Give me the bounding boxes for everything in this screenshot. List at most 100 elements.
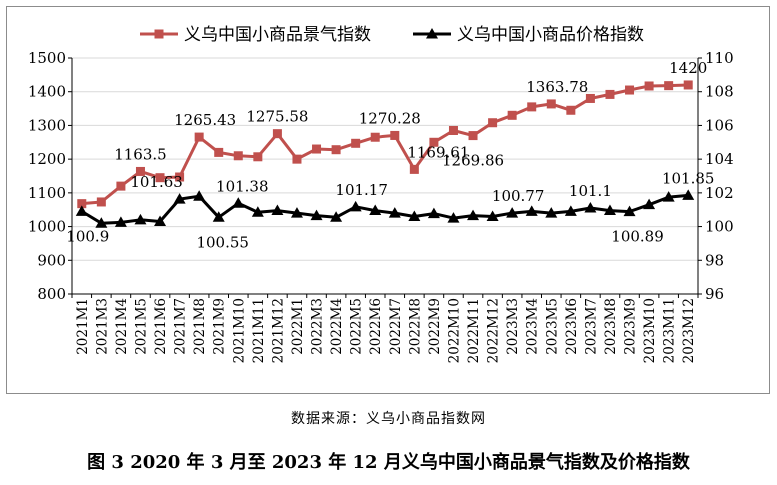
series-1-point: [272, 129, 282, 139]
data-label: 100.55: [196, 233, 249, 251]
legend-marker-triangle: [426, 28, 438, 39]
series-1-point: [96, 197, 106, 207]
legend-label: 义乌中国小商品景气指数: [184, 25, 371, 45]
series-1-point: [488, 118, 498, 128]
x-tick-label: 2021M4: [114, 298, 130, 355]
series-1-point: [253, 152, 263, 162]
series-2-point: [290, 207, 303, 218]
series-2-point: [506, 207, 519, 218]
chart-frame: 800 900 1000 1100 1200 1300 1400 1500 96 98 100 102…: [6, 6, 770, 394]
series-2-point: [662, 191, 675, 202]
series-2-point: [584, 202, 597, 213]
data-label: 1270.28: [359, 109, 421, 127]
series-2-point: [193, 190, 206, 201]
x-tick-label: 2023M10: [642, 298, 658, 363]
series-1-point: [468, 131, 478, 141]
series-2-point: [603, 204, 616, 216]
series-2-point: [310, 209, 323, 221]
x-tick-label: 2023M7: [583, 298, 599, 355]
series-1-point: [175, 172, 185, 182]
series-2-point: [623, 205, 636, 217]
series-1-point: [527, 102, 537, 112]
y-left-tick-label: 1400: [28, 83, 66, 101]
series-1-point: [683, 80, 693, 90]
x-tick-label: 2022M11: [466, 298, 482, 363]
figure-caption: 图 3 2020 年 3 月至 2023 年 12 月义乌中国小商品景气指数及价…: [87, 452, 690, 473]
series-1-point: [331, 145, 341, 155]
x-tick-label: 2022M1: [290, 298, 306, 355]
data-label: 101.17: [335, 181, 388, 199]
y-right-tick-label: 96: [705, 285, 724, 303]
series-2-point: [349, 200, 362, 212]
data-label: 1275.58: [246, 108, 308, 126]
series-2-point: [95, 217, 108, 228]
series-1-point: [155, 173, 165, 183]
y-left-tick-label: 1500: [28, 49, 66, 67]
y-right-tick-label: 106: [705, 116, 734, 134]
y-right-tick-label: 102: [705, 184, 734, 202]
series-1-point: [566, 105, 576, 115]
data-label: 101.63: [130, 173, 183, 191]
x-tick-label: 2021M1: [75, 298, 91, 355]
series-1-point: [135, 166, 145, 176]
x-tick-label: 2021M11: [251, 298, 267, 363]
x-tick-label: 2022M9: [427, 298, 443, 355]
series-1-point: [370, 132, 380, 142]
series-2-point: [427, 207, 440, 219]
series-1-point: [409, 164, 419, 174]
series-1-point: [312, 144, 322, 154]
series-2-point: [564, 205, 577, 216]
x-tick-label: 2021M5: [133, 298, 149, 355]
series-1-point: [546, 99, 556, 109]
y-right-tick-label: 100: [705, 218, 734, 236]
x-tick-label: 2023M12: [681, 298, 697, 363]
data-label: 1420: [669, 59, 707, 77]
series-1-point: [429, 137, 439, 147]
series-2-point: [271, 204, 284, 216]
x-tick-label: 2023M8: [603, 298, 619, 355]
x-tick-label: 2022M7: [388, 298, 404, 355]
x-tick-label: 2021M12: [270, 298, 286, 363]
x-tick-label: 2023M9: [623, 298, 639, 355]
series-1-point: [77, 199, 87, 209]
series-1-point: [390, 130, 400, 140]
x-tick-label: 2023M11: [662, 298, 678, 363]
y-left-tick-label: 1100: [28, 184, 66, 202]
series-2-point: [75, 205, 88, 216]
source-note: 数据来源：义乌小商品指数网: [291, 411, 486, 427]
x-tick-label: 2023M6: [564, 298, 580, 355]
x-tick-label: 2021M8: [192, 298, 208, 355]
x-tick-label: 2022M8: [407, 298, 423, 355]
legend-marker-square: [154, 29, 164, 39]
data-label: 1363.78: [526, 78, 588, 96]
legend-label: 义乌中国小商品价格指数: [457, 25, 644, 45]
x-tick-label: 2021M9: [212, 298, 228, 355]
series-1-point: [351, 138, 361, 148]
data-label: 100.77: [492, 187, 545, 205]
data-label: 101.1: [569, 182, 612, 200]
series-1-point: [625, 85, 635, 95]
series-1-point: [194, 132, 204, 142]
series-2-point: [525, 205, 538, 216]
series-2-point: [212, 211, 225, 222]
series-1-point: [214, 147, 224, 157]
x-tick-label: 2023M4: [525, 298, 541, 355]
series-1-point: [292, 154, 302, 164]
x-tick-label: 2022M6: [368, 298, 384, 355]
x-tick-label: 2022M4: [329, 298, 345, 355]
x-tick-label: 2021M6: [153, 298, 169, 355]
series-2-point: [173, 193, 186, 204]
x-tick-label: 2022M5: [349, 298, 365, 355]
x-tick-label: 2022M3: [310, 298, 326, 355]
y-right-tick-label: 108: [705, 83, 734, 101]
data-label: 1269.86: [442, 152, 504, 170]
y-left-tick-label: 800: [37, 285, 66, 303]
series-2-point: [232, 197, 245, 208]
data-label: 101.38: [216, 177, 269, 195]
series-1-point: [507, 110, 517, 120]
y-left-tick-label: 900: [37, 251, 66, 269]
series-1-point: [116, 181, 126, 191]
y-left-tick-label: 1300: [28, 116, 66, 134]
data-label: 100.89: [611, 228, 664, 246]
series-2-point: [369, 204, 382, 216]
